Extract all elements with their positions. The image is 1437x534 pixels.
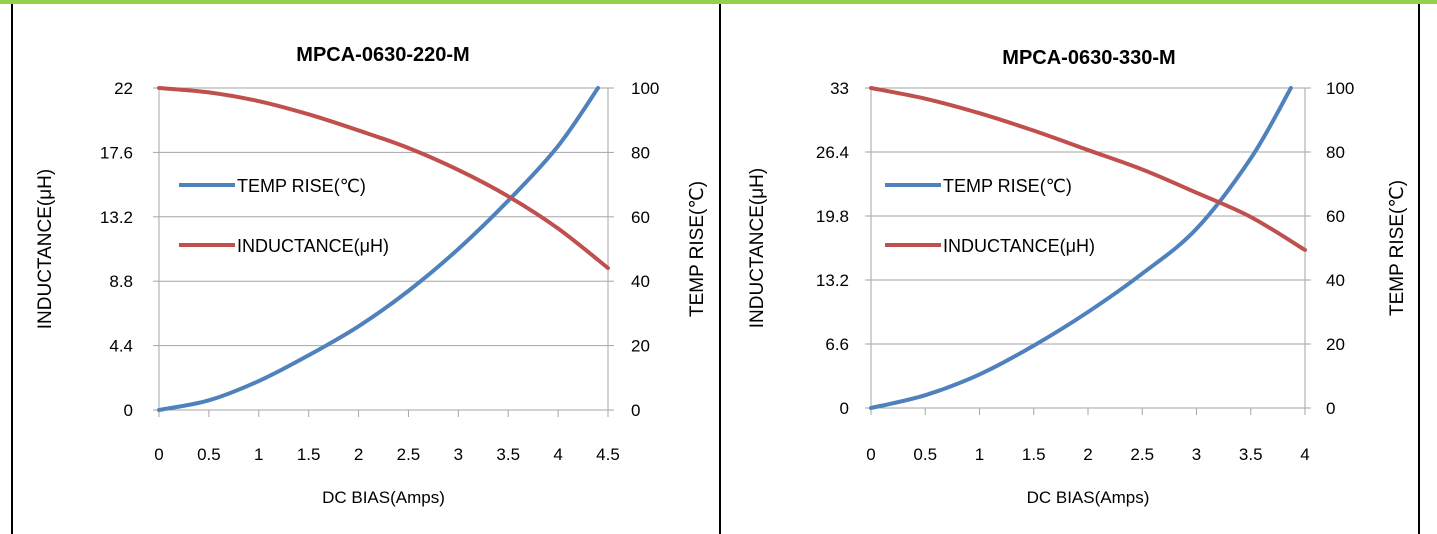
y2-tick-label: 80 xyxy=(1326,143,1345,162)
x-tick-label: 1 xyxy=(975,445,984,464)
x-tick-label: 4.5 xyxy=(596,445,620,464)
y2-tick-label: 40 xyxy=(1326,271,1345,290)
x-tick-label: 1.5 xyxy=(1022,445,1046,464)
y-tick-label: 4.4 xyxy=(109,337,133,356)
y-tick-label: 19.8 xyxy=(816,207,849,226)
y-tick-label: 33 xyxy=(830,79,849,98)
y2-tick-label: 100 xyxy=(631,79,659,98)
x-axis-title: DC BIAS(Amps) xyxy=(322,488,445,507)
y2-tick-label: 80 xyxy=(631,143,650,162)
y2-tick-label: 60 xyxy=(1326,207,1345,226)
y-tick-label: 26.4 xyxy=(816,143,849,162)
x-tick-label: 4 xyxy=(553,445,562,464)
legend-label: TEMP RISE(℃) xyxy=(237,176,366,196)
chart-panel-330: 0 6.6 13.2 19.8 26.4 33 0 20 40 60 80 100 0 0.5 1 1.5 2 2… xyxy=(721,4,1418,534)
table-frame xyxy=(11,4,1420,534)
x-axis-title: DC BIAS(Amps) xyxy=(1027,488,1150,507)
x-tick-label: 2.5 xyxy=(1130,445,1154,464)
y2-tick-label: 0 xyxy=(1326,399,1335,418)
table-divider xyxy=(719,4,721,534)
x-tick-label: 1.5 xyxy=(297,445,321,464)
y-tick-label: 17.6 xyxy=(100,143,133,162)
series-line-inductance-uh xyxy=(869,86,1307,252)
y-tick-label: 13.2 xyxy=(816,271,849,290)
series-line-temp-rise-c xyxy=(869,86,1293,410)
series-line-inductance-uh xyxy=(157,86,610,271)
x-tick-label: 3.5 xyxy=(496,445,520,464)
legend-label: INDUCTANCE(μH) xyxy=(237,236,389,256)
y-tick-label: 0 xyxy=(840,399,849,418)
x-tick-label: 2.5 xyxy=(397,445,421,464)
x-tick-label: 2 xyxy=(1083,445,1092,464)
series-line-temp-rise-c xyxy=(157,86,601,412)
y2-tick-label: 60 xyxy=(631,208,650,227)
y-tick-label: 22 xyxy=(114,79,133,98)
y2-tick-label: 100 xyxy=(1326,79,1354,98)
y2-axis-title: TEMP RISE(℃) xyxy=(1387,180,1408,316)
x-tick-label: 1 xyxy=(254,445,263,464)
x-tick-label: 0.5 xyxy=(913,445,937,464)
x-tick-label: 2 xyxy=(354,445,363,464)
y2-tick-label: 0 xyxy=(631,401,640,420)
x-tick-label: 0 xyxy=(866,445,875,464)
y-tick-label: 6.6 xyxy=(825,335,849,354)
y-tick-label: 8.8 xyxy=(109,272,133,291)
y-tick-label: 0 xyxy=(124,401,133,420)
y2-tick-label: 20 xyxy=(631,337,650,356)
chart-mpca-0630-220-m: 0 4.4 8.8 13.2 17.6 22 0 20 40 60 80 100 0 0.5 1 1.5 2 2.… xyxy=(35,44,708,507)
top-accent-bar xyxy=(0,0,1437,4)
chart-title: MPCA-0630-330-M xyxy=(1002,47,1175,69)
x-tick-label: 3.5 xyxy=(1239,445,1263,464)
x-tick-label: 3 xyxy=(1192,445,1201,464)
x-tick-label: 0.5 xyxy=(197,445,221,464)
y-axis-title: INDUCTANCE(μH) xyxy=(747,168,768,328)
chart-title: MPCA-0630-220-M xyxy=(296,44,469,66)
y2-tick-label: 20 xyxy=(1326,335,1345,354)
legend-label: TEMP RISE(℃) xyxy=(943,176,1072,196)
x-tick-label: 3 xyxy=(454,445,463,464)
x-tick-label: 0 xyxy=(154,445,163,464)
chart-mpca-0630-330-m: 0 6.6 13.2 19.8 26.4 33 0 20 40 60 80 100 0 0.5 1 1.5 2 2… xyxy=(747,47,1408,507)
y-axis-title: INDUCTANCE(μH) xyxy=(35,169,56,329)
y2-tick-label: 40 xyxy=(631,272,650,291)
chart-panel-220: 0 4.4 8.8 13.2 17.6 22 0 20 40 60 80 100 0 0.5 1 1.5 2 2.… xyxy=(13,4,719,534)
y-tick-label: 13.2 xyxy=(100,208,133,227)
x-tick-label: 4 xyxy=(1300,445,1309,464)
y2-axis-title: TEMP RISE(℃) xyxy=(687,181,708,317)
legend-label: INDUCTANCE(μH) xyxy=(943,236,1095,256)
